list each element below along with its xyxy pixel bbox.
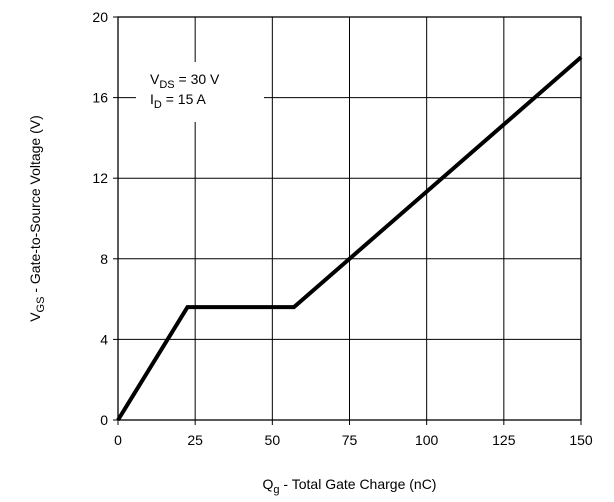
y-tick-label: 16 [92, 90, 108, 106]
x-tick-label: 100 [415, 432, 439, 448]
annotation-vds: VDS = 30 V [150, 71, 220, 91]
y-tick-label: 12 [92, 170, 108, 186]
data-layer [116, 55, 583, 422]
y-axis-label: VGS - Gate-to-Source Voltage (V) [27, 115, 47, 322]
series-line [116, 55, 583, 422]
annotation-background [136, 62, 264, 122]
annotation-id: ID = 15 A [150, 91, 206, 111]
ticks: 0 25 50 75 100 125 150 0 4 8 12 16 20 [92, 9, 592, 448]
x-axis-label: Qg - Total Gate Charge (nC) [263, 476, 437, 496]
y-tick-label: 8 [100, 251, 108, 267]
x-tick-label: 50 [265, 432, 281, 448]
x-tick-label: 150 [569, 432, 593, 448]
x-tick-label: 25 [187, 432, 203, 448]
y-tick-label: 20 [92, 9, 108, 25]
x-tick-label: 75 [342, 432, 358, 448]
x-tick-label: 0 [114, 432, 122, 448]
y-tick-label: 4 [100, 331, 108, 347]
y-tick-label: 0 [100, 412, 108, 428]
x-tick-label: 125 [492, 432, 516, 448]
